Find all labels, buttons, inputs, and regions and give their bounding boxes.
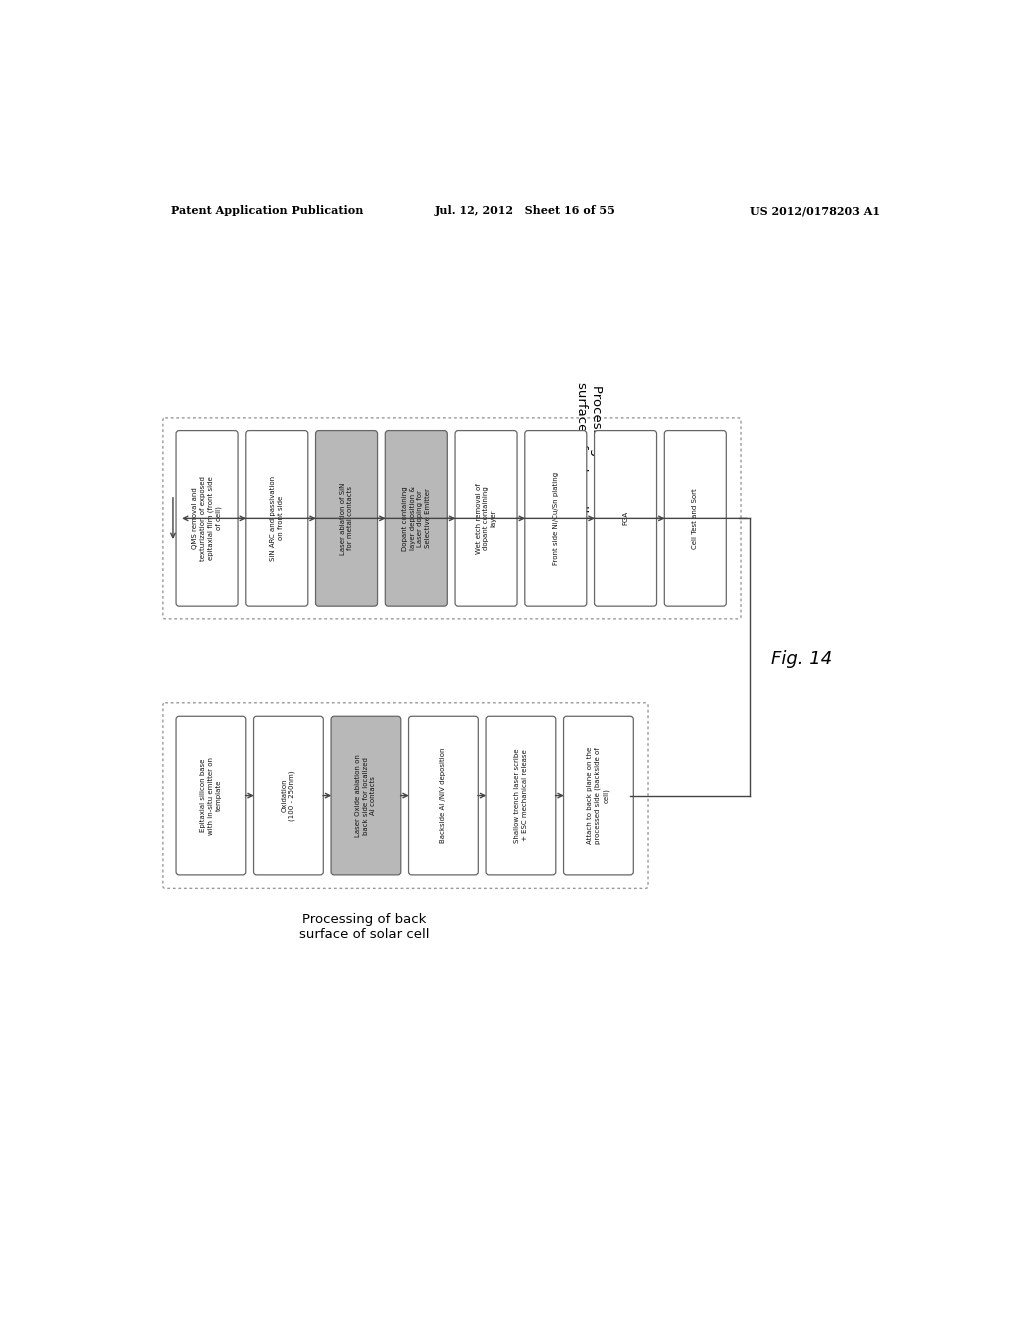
Text: SiN ARC and passivation
on front side: SiN ARC and passivation on front side [270,475,284,561]
Text: QMS removal and
texturization of exposed
epitaxial film (front side
of cell): QMS removal and texturization of exposed… [193,477,222,561]
FancyBboxPatch shape [486,717,556,875]
Text: Fig. 14: Fig. 14 [771,649,833,668]
FancyBboxPatch shape [254,717,324,875]
Text: FGA: FGA [623,511,629,525]
FancyBboxPatch shape [176,717,246,875]
Text: Cell Test and Sort: Cell Test and Sort [692,488,698,549]
Text: Processing of front
surface of solar cell: Processing of front surface of solar cel… [575,381,603,512]
Text: Patent Application Publication: Patent Application Publication [171,205,362,216]
Text: US 2012/0178203 A1: US 2012/0178203 A1 [750,205,880,216]
Text: Oxidation
(100 - 250nm): Oxidation (100 - 250nm) [282,771,296,821]
Text: Shallow trench laser scribe
+ ESC mechanical release: Shallow trench laser scribe + ESC mechan… [514,748,527,843]
Text: Wet etch removal of
dopant containing
layer: Wet etch removal of dopant containing la… [475,483,497,554]
FancyBboxPatch shape [455,430,517,606]
FancyBboxPatch shape [524,430,587,606]
Text: Dopant containing
layer deposition &
Laser doping for
Selective Emitter: Dopant containing layer deposition & Las… [402,486,430,550]
Text: Processing of back
surface of solar cell: Processing of back surface of solar cell [299,913,430,941]
Text: Attach to back plane on the
processed side (backside of
cell): Attach to back plane on the processed si… [588,747,609,845]
FancyBboxPatch shape [595,430,656,606]
FancyBboxPatch shape [176,430,238,606]
FancyBboxPatch shape [563,717,633,875]
FancyBboxPatch shape [665,430,726,606]
FancyBboxPatch shape [246,430,308,606]
FancyBboxPatch shape [409,717,478,875]
Text: Epitaxial silicon base
with in-situ emitter on
template: Epitaxial silicon base with in-situ emit… [201,756,221,834]
Text: Jul. 12, 2012   Sheet 16 of 55: Jul. 12, 2012 Sheet 16 of 55 [434,205,615,216]
Text: Laser ablation of SiN
for metal contacts: Laser ablation of SiN for metal contacts [340,482,353,554]
Text: Backside Al /NiV deposition: Backside Al /NiV deposition [440,748,446,843]
FancyBboxPatch shape [385,430,447,606]
Text: Front side Ni/Cu/Sn plating: Front side Ni/Cu/Sn plating [553,471,559,565]
Text: Laser Oxide ablation on
back side for localized
Al contacts: Laser Oxide ablation on back side for lo… [355,754,377,837]
FancyBboxPatch shape [315,430,378,606]
FancyBboxPatch shape [331,717,400,875]
